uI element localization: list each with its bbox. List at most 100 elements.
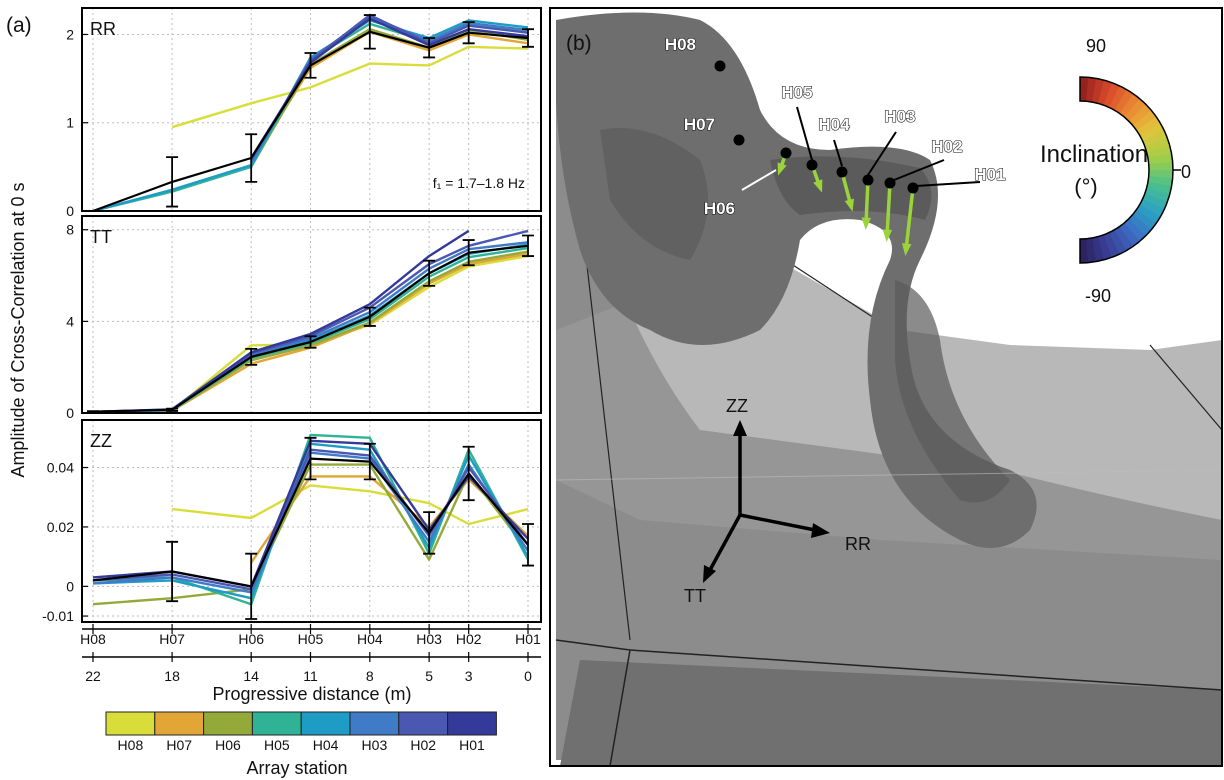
legend-swatch-h08 (105, 711, 156, 736)
error-bar-zz-3 (304, 436, 317, 481)
colorbar-segment-23 (1139, 122, 1165, 141)
subplot-rr: 0 1 2 RR (66, 7, 542, 219)
y-tick-label-0-1: 1 (66, 115, 74, 131)
colorbar-segment-5 (1109, 229, 1128, 255)
distance-tick-label-5: 5 (425, 668, 433, 684)
legend-swatch-h07 (154, 711, 205, 736)
tt-axis (708, 514, 742, 571)
colorbar-segment-21 (1144, 137, 1170, 153)
tt-axis-label: TT (684, 586, 706, 606)
error-bar-zz-2 (245, 552, 258, 620)
colorbar-max-label: 90 (1086, 36, 1106, 56)
legend-swatch-h04 (300, 711, 351, 736)
station-leader-h02 (893, 159, 945, 181)
legend-label-h04: H04 (313, 737, 339, 753)
colorbar-segment-4 (1103, 232, 1121, 258)
y-axis-label: Amplitude of Cross-Correlation at 0 s (8, 182, 28, 477)
block-edge-2 (629, 649, 1222, 691)
station-leader-h04 (833, 139, 843, 167)
station-tick-label-4: H04 (357, 631, 383, 647)
y-tick-label-2-1: 0 (66, 578, 74, 594)
error-bar-tt-4 (363, 306, 376, 327)
y-tick-label-1-1: 4 (66, 313, 74, 329)
error-bar-zz-5 (423, 511, 436, 555)
error-bar-tt-5 (423, 259, 436, 287)
legend-swatch-h01 (447, 711, 497, 736)
subplot-frame-1 (81, 215, 542, 414)
block-edge-3 (609, 649, 631, 766)
station-tick-label-2: H06 (238, 631, 264, 647)
bottom-axes: H08 22 H07 18 H06 14 H05 11 H04 8 H03 5 H02 3 H01 0 (80, 624, 541, 684)
station-label-h02: H02 (931, 137, 962, 156)
colorbar-segment-8 (1124, 218, 1147, 242)
error-bar-rr-3 (304, 52, 317, 79)
colorbar-segment-25 (1132, 109, 1157, 131)
colorbar-segment-3 (1097, 234, 1113, 260)
colorbar-segment-10 (1132, 208, 1157, 230)
colorbar-segment-20 (1146, 144, 1172, 159)
station-dot-h02 (884, 177, 896, 189)
legend-label-h02: H02 (410, 737, 436, 753)
horizon-line (555, 469, 1222, 481)
distance-tick-label-3: 11 (303, 668, 318, 684)
station-tick-label-5: H03 (416, 631, 442, 647)
colorbar-segment-13 (1142, 192, 1168, 210)
error-bar-zz-1 (166, 540, 179, 603)
error-bar-zz-7 (522, 523, 534, 567)
inclination-arrow-3 (864, 179, 870, 225)
colorbar-segment-34 (1085, 77, 1097, 103)
colorbar-mid-label: 0 (1181, 162, 1191, 182)
colorbar-unit: (°) (1074, 174, 1097, 199)
tt-arrowhead (703, 565, 716, 583)
arch-leg-shadow (895, 280, 1010, 503)
panel-b-frame (549, 7, 1223, 767)
error-bar-tt-2 (245, 347, 258, 366)
station-tick-label-0: H08 (80, 631, 106, 647)
error-bar-rr-4 (363, 14, 376, 50)
coordinate-axes: ZZ RR TT (684, 396, 871, 606)
colorbar-segment-35 (1080, 76, 1089, 102)
colorbar (1079, 76, 1181, 264)
station-dot-h05 (806, 159, 818, 171)
legend-label-h08: H08 (118, 737, 144, 753)
colorbar-segment-17 (1148, 169, 1173, 179)
panel-b-label: (b) (566, 32, 592, 55)
inclination-arrowhead-5 (901, 243, 912, 256)
station-leader-h01 (915, 181, 981, 187)
series-line-zz-h08 (171, 484, 529, 526)
inclination-arrowhead-1 (813, 179, 823, 193)
station-label-h01: H01 (974, 165, 1005, 184)
error-bar-tt-7 (522, 234, 534, 257)
rr-arrowhead (811, 523, 830, 538)
colorbar-segment-29 (1113, 88, 1134, 114)
error-bar-tt-0 (87, 410, 99, 413)
error-bar-rr-5 (423, 37, 436, 59)
colorbar-segment-22 (1142, 129, 1168, 147)
colorbar-segment-32 (1097, 79, 1112, 106)
series-line-tt-mean (92, 244, 529, 413)
y-tick-label-1-2: 8 (66, 222, 74, 238)
colorbar-segment-31 (1102, 82, 1120, 108)
distance-tick-label-7: 0 (524, 668, 532, 684)
error-bar-zz-6 (462, 445, 475, 502)
inclination-arrows (777, 152, 915, 256)
colorbar-segment-1 (1086, 237, 1098, 263)
error-bar-rr-1 (166, 156, 179, 208)
series-line-rr-h01 (250, 17, 529, 159)
y-tick-label-2-2: 0.02 (47, 519, 74, 535)
station-markers: H08 H07 H06 H05 H04 H03 H02 H01 (664, 34, 1006, 218)
error-bar-rr-2 (245, 133, 258, 183)
legend-title: Array station (246, 758, 347, 778)
rock-fin-shadow (600, 128, 708, 260)
station-tick-label-7: H01 (515, 631, 541, 647)
station-dot-h04 (836, 166, 848, 178)
station-label-h03: H03 (884, 107, 915, 126)
distance-tick-label-1: 18 (164, 668, 180, 684)
series-line-zz-h02 (92, 448, 529, 591)
error-bar-rr-7 (522, 28, 534, 48)
y-tick-label-0-0: 0 (66, 203, 74, 219)
colorbar-min-label: -90 (1085, 286, 1111, 306)
series-line-zz-h06 (92, 463, 529, 606)
block-front-face (560, 660, 1222, 766)
distance-tick-label-2: 14 (243, 668, 259, 684)
